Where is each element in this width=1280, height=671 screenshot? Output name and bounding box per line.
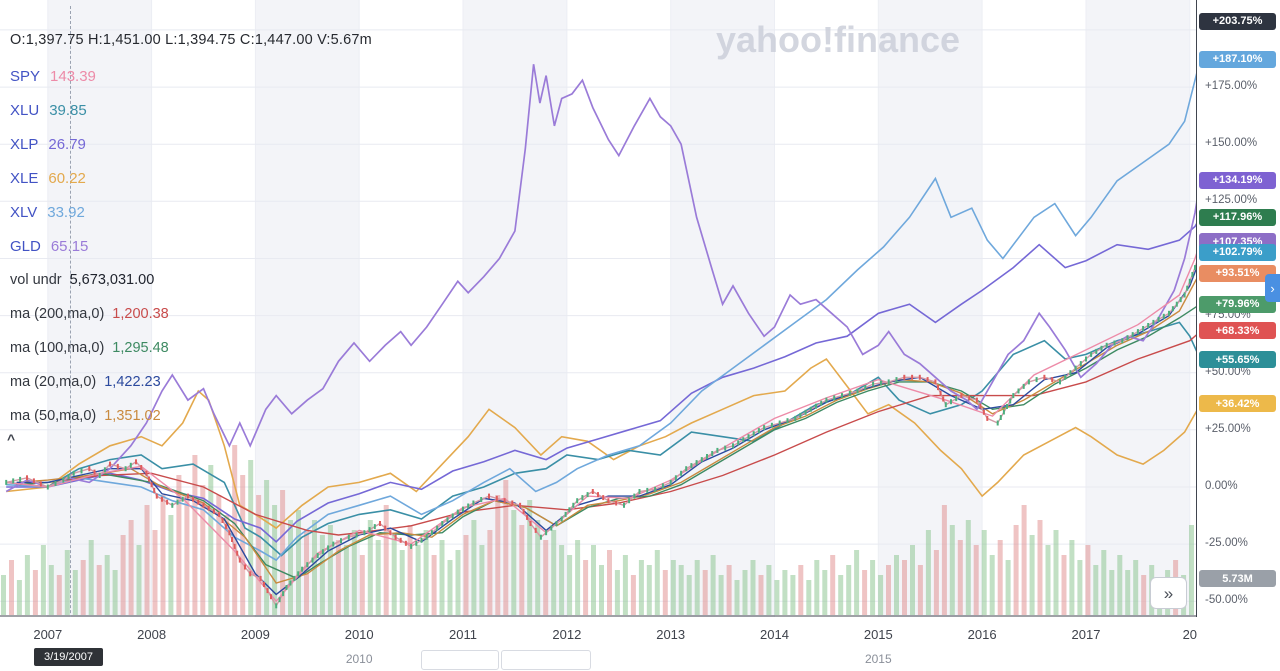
legend-symbol-XLV[interactable]: XLV bbox=[10, 204, 38, 221]
series-line-XLV bbox=[6, 72, 1196, 562]
price-badge: +187.10% bbox=[1199, 50, 1276, 68]
legend-row-XLV: XLV 33.92 bbox=[10, 204, 85, 221]
x-year-label: 2014 bbox=[760, 627, 789, 642]
indicator-value: 1,200.38 bbox=[112, 306, 169, 322]
ohlc-readout: O:1,397.75 H:1,451.00 L:1,394.75 C:1,447… bbox=[10, 32, 372, 48]
legend-symbol-XLP[interactable]: XLP bbox=[10, 136, 39, 153]
x-year-label: 2010 bbox=[344, 627, 374, 642]
y-axis-panel: +175.00% +150.00% +125.00% +75.00% +50.00% +2… bbox=[1196, 0, 1280, 617]
panel-expand-tab[interactable]: › bbox=[1265, 274, 1280, 302]
legend-value-XLV: 33.92 bbox=[47, 204, 85, 221]
x-year-label: 20 bbox=[1182, 627, 1198, 642]
candlesticks bbox=[5, 265, 1196, 609]
indicator-label[interactable]: ma (20,ma,0) bbox=[10, 374, 97, 390]
price-badge: +102.79% bbox=[1199, 243, 1276, 261]
legend-value-XLP: 26.79 bbox=[48, 136, 86, 153]
x-year-label: 2017 bbox=[1071, 627, 1101, 642]
navigator-range-box[interactable] bbox=[501, 650, 591, 670]
x-year-label: 2009 bbox=[240, 627, 270, 642]
indicator-label[interactable]: ma (50,ma,0) bbox=[10, 408, 97, 424]
y-axis-label: +50.00% bbox=[1205, 365, 1251, 378]
x-year-label: 2013 bbox=[656, 627, 686, 642]
volume-badge: 5.73M bbox=[1199, 570, 1276, 587]
volume-bars bbox=[1, 445, 1194, 615]
legend-value-XLU: 39.85 bbox=[49, 102, 87, 119]
legend-symbol-XLU[interactable]: XLU bbox=[10, 102, 40, 119]
yahoo-finance-watermark: yahoo!finance bbox=[716, 19, 960, 60]
y-axis-label: -25.00% bbox=[1205, 537, 1248, 550]
indicator-row: ma (100,ma,0) 1,295.48 bbox=[10, 340, 169, 356]
indicator-value: 5,673,031.00 bbox=[69, 272, 155, 288]
x-year-label: 2012 bbox=[552, 627, 582, 642]
legend-row-XLP: XLP 26.79 bbox=[10, 136, 86, 153]
x-axis: 2007 2008 2009 2010 2011 2012 2013 2014 2015 2016… bbox=[0, 617, 1280, 647]
crosshair-date-badge: 3/19/2007 bbox=[34, 648, 103, 666]
legend-symbol-GLD[interactable]: GLD bbox=[10, 238, 41, 255]
indicator-label[interactable]: ma (100,ma,0) bbox=[10, 340, 105, 356]
navigator-range-box[interactable] bbox=[421, 650, 499, 670]
indicator-value: 1,295.48 bbox=[112, 340, 169, 356]
legend-row-XLE: XLE 60.22 bbox=[10, 170, 86, 187]
price-badge: +134.19% bbox=[1199, 171, 1276, 189]
y-axis-label: +150.00% bbox=[1205, 137, 1258, 150]
y-axis-label: +25.00% bbox=[1205, 422, 1251, 435]
legend-value-SPY: 143.39 bbox=[50, 68, 96, 85]
navigator-year-label: 2015 bbox=[864, 652, 892, 666]
double-chevron-right-icon: » bbox=[1163, 583, 1174, 603]
legend-value-XLE: 60.22 bbox=[48, 170, 86, 187]
indicator-value: 1,351.02 bbox=[104, 408, 161, 424]
indicator-label[interactable]: ma (200,ma,0) bbox=[10, 306, 105, 322]
indicator-row: ma (20,ma,0) 1,422.23 bbox=[10, 374, 161, 390]
indicator-row: ma (200,ma,0) 1,200.38 bbox=[10, 306, 169, 322]
expand-chart-button[interactable]: » bbox=[1150, 577, 1187, 609]
price-badge: +68.33% bbox=[1199, 322, 1276, 340]
indicator-value: 1,422.23 bbox=[104, 374, 161, 390]
series-line-XLP bbox=[6, 223, 1196, 543]
price-badge: +55.65% bbox=[1199, 351, 1276, 369]
price-badge: +203.75% bbox=[1199, 12, 1276, 30]
x-year-label: 2016 bbox=[967, 627, 997, 642]
legend-symbol-XLE[interactable]: XLE bbox=[10, 170, 39, 187]
chevron-right-icon: › bbox=[1270, 280, 1275, 296]
y-axis-label: -50.00% bbox=[1205, 594, 1248, 607]
y-axis-label: +175.00% bbox=[1205, 80, 1258, 93]
price-badge: +79.96% bbox=[1199, 295, 1276, 313]
x-year-label: 2011 bbox=[449, 627, 477, 642]
x-year-label: 2007 bbox=[33, 627, 63, 642]
caret-icon[interactable]: ^ bbox=[7, 431, 16, 447]
year-band bbox=[670, 0, 775, 617]
y-axis-label: 0.00% bbox=[1205, 479, 1238, 492]
legend-value-GLD: 65.15 bbox=[50, 238, 89, 255]
price-badge: +36.42% bbox=[1199, 395, 1276, 413]
chart-plot-area[interactable]: yahoo!finance O:1,397.75 H:1,451.00 L:1,… bbox=[0, 0, 1196, 617]
legend-row-XLU: XLU 39.85 bbox=[10, 102, 87, 119]
x-year-label: 2015 bbox=[863, 627, 893, 642]
x-year-label: 2008 bbox=[137, 627, 167, 642]
price-badge: +117.96% bbox=[1199, 208, 1276, 226]
legend-row-SPY: SPY 143.39 bbox=[10, 68, 96, 85]
navigator-year-label: 2010 bbox=[345, 652, 373, 666]
navigator-strip[interactable]: 3/19/2007 2010 2015 bbox=[0, 647, 1280, 671]
series-line-SPY bbox=[6, 253, 1196, 603]
indicator-row: vol undr 5,673,031.00 bbox=[10, 272, 154, 288]
year-band bbox=[47, 0, 152, 617]
series-line-GLD bbox=[5, 64, 1196, 493]
series-line-XLU bbox=[6, 321, 1196, 557]
price-badge: +93.51% bbox=[1199, 264, 1276, 282]
indicator-label[interactable]: vol undr bbox=[10, 272, 62, 288]
indicator-row: ma (50,ma,0) 1,351.02 bbox=[10, 408, 161, 424]
legend-symbol-SPY[interactable]: SPY bbox=[10, 68, 41, 85]
y-axis-label: +125.00% bbox=[1205, 194, 1258, 207]
legend-row-GLD: GLD 65.15 bbox=[10, 238, 88, 255]
